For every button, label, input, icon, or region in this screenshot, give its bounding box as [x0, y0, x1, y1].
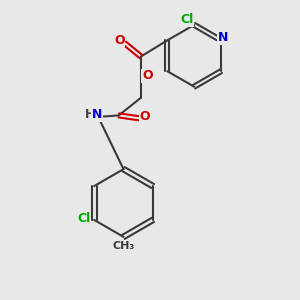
Text: N: N: [92, 108, 102, 121]
Text: N: N: [218, 31, 229, 44]
Text: O: O: [114, 34, 125, 47]
Text: Cl: Cl: [180, 13, 194, 26]
Text: CH₃: CH₃: [112, 241, 135, 251]
Text: O: O: [140, 110, 150, 123]
Text: H: H: [84, 108, 94, 121]
Text: Cl: Cl: [77, 212, 91, 225]
Text: O: O: [142, 69, 153, 82]
